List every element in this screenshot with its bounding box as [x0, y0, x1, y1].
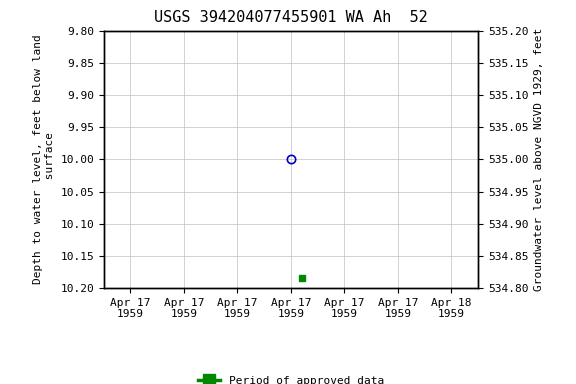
- Legend: Period of approved data: Period of approved data: [194, 372, 388, 384]
- Title: USGS 394204077455901 WA Ah  52: USGS 394204077455901 WA Ah 52: [154, 10, 428, 25]
- Y-axis label: Depth to water level, feet below land
 surface: Depth to water level, feet below land su…: [33, 35, 55, 284]
- Y-axis label: Groundwater level above NGVD 1929, feet: Groundwater level above NGVD 1929, feet: [534, 28, 544, 291]
